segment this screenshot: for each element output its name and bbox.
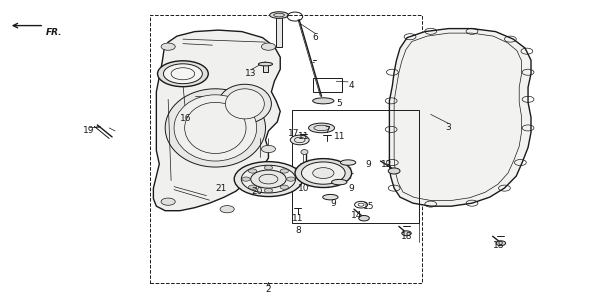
Ellipse shape bbox=[258, 62, 273, 66]
Ellipse shape bbox=[270, 12, 289, 18]
Ellipse shape bbox=[388, 168, 400, 174]
Polygon shape bbox=[263, 65, 268, 72]
Ellipse shape bbox=[234, 162, 303, 197]
Text: 3: 3 bbox=[445, 123, 451, 132]
Text: 10: 10 bbox=[298, 184, 310, 193]
Text: 9: 9 bbox=[348, 184, 354, 193]
Text: 16: 16 bbox=[180, 114, 192, 123]
Text: 9: 9 bbox=[366, 160, 372, 169]
Ellipse shape bbox=[161, 43, 175, 50]
Ellipse shape bbox=[359, 216, 369, 221]
Ellipse shape bbox=[220, 206, 234, 213]
Text: 11: 11 bbox=[298, 132, 310, 141]
Ellipse shape bbox=[301, 162, 345, 184]
Text: 21: 21 bbox=[215, 184, 227, 193]
Ellipse shape bbox=[264, 166, 273, 170]
Ellipse shape bbox=[242, 177, 250, 181]
Ellipse shape bbox=[313, 168, 334, 178]
Ellipse shape bbox=[290, 135, 309, 145]
Ellipse shape bbox=[264, 188, 273, 193]
Text: 18: 18 bbox=[493, 241, 504, 250]
Ellipse shape bbox=[287, 177, 295, 181]
Ellipse shape bbox=[165, 89, 266, 167]
Text: 15: 15 bbox=[363, 202, 375, 211]
Text: 14: 14 bbox=[351, 211, 363, 220]
Text: 18: 18 bbox=[401, 232, 413, 241]
Text: 19: 19 bbox=[83, 126, 94, 135]
Text: 11: 11 bbox=[333, 132, 345, 141]
Ellipse shape bbox=[295, 159, 352, 188]
Text: 6: 6 bbox=[313, 33, 319, 42]
Bar bbox=[292, 110, 419, 223]
Ellipse shape bbox=[163, 64, 202, 84]
Ellipse shape bbox=[248, 169, 257, 173]
Text: FR.: FR. bbox=[46, 28, 63, 37]
Polygon shape bbox=[276, 17, 282, 47]
Text: 11: 11 bbox=[292, 214, 304, 223]
Ellipse shape bbox=[280, 185, 289, 189]
Text: 8: 8 bbox=[295, 226, 301, 235]
Ellipse shape bbox=[313, 98, 334, 104]
Text: 9: 9 bbox=[330, 199, 336, 208]
Ellipse shape bbox=[158, 61, 208, 87]
Polygon shape bbox=[389, 29, 531, 206]
Ellipse shape bbox=[218, 84, 271, 123]
Ellipse shape bbox=[301, 150, 308, 154]
Ellipse shape bbox=[251, 170, 286, 188]
Text: 7: 7 bbox=[324, 126, 330, 135]
Ellipse shape bbox=[332, 179, 347, 185]
Ellipse shape bbox=[248, 185, 257, 189]
Text: 13: 13 bbox=[245, 69, 257, 78]
Ellipse shape bbox=[161, 198, 175, 205]
Ellipse shape bbox=[323, 194, 338, 200]
Bar bbox=[150, 15, 422, 283]
Text: 2: 2 bbox=[266, 285, 271, 294]
Ellipse shape bbox=[261, 43, 276, 50]
Text: 12: 12 bbox=[381, 160, 392, 169]
Text: 17: 17 bbox=[288, 129, 300, 138]
Ellipse shape bbox=[402, 231, 411, 236]
Ellipse shape bbox=[174, 95, 257, 161]
Ellipse shape bbox=[280, 169, 289, 173]
Text: 5: 5 bbox=[336, 99, 342, 108]
Ellipse shape bbox=[309, 123, 335, 133]
Ellipse shape bbox=[241, 165, 296, 193]
Ellipse shape bbox=[261, 145, 276, 153]
Text: 20: 20 bbox=[251, 187, 263, 196]
Ellipse shape bbox=[340, 160, 356, 165]
Polygon shape bbox=[153, 30, 280, 211]
Text: 4: 4 bbox=[348, 81, 354, 90]
Ellipse shape bbox=[225, 89, 264, 119]
Ellipse shape bbox=[496, 241, 506, 246]
